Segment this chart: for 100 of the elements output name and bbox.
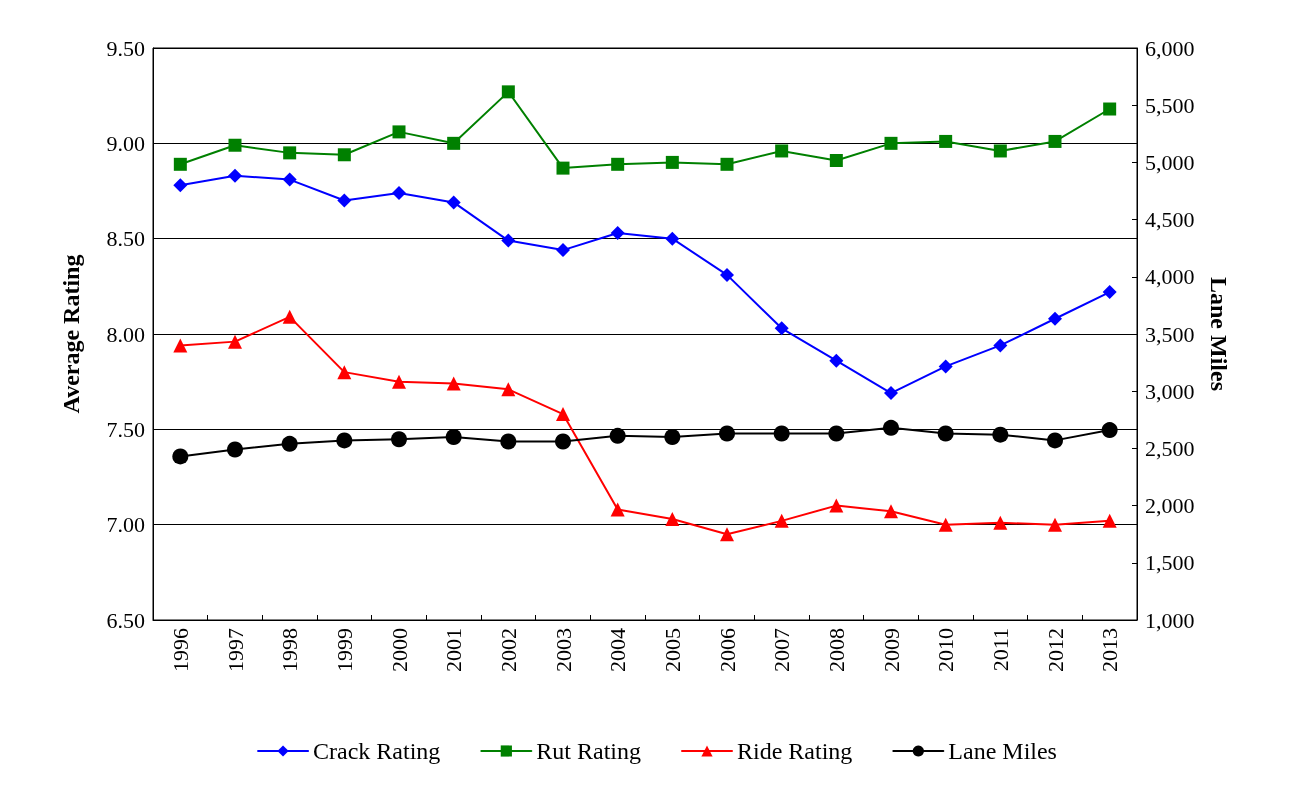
x-tick-label: 1999 — [331, 628, 357, 672]
point — [773, 425, 790, 442]
point — [1048, 517, 1062, 532]
x-tick-label: 2011 — [987, 628, 1013, 672]
point — [391, 431, 407, 448]
point — [1102, 285, 1117, 300]
y-tick-label: 8.00 — [106, 321, 145, 347]
point — [281, 435, 298, 452]
y-tick-label: 7.00 — [106, 512, 145, 538]
y2-tick-label: 5,000 — [1145, 149, 1195, 175]
point — [720, 527, 734, 542]
point — [392, 125, 406, 139]
point — [501, 233, 516, 248]
point — [829, 498, 844, 513]
point — [392, 185, 406, 200]
point — [1048, 134, 1062, 148]
point — [447, 136, 461, 150]
point — [828, 425, 845, 442]
point — [610, 502, 625, 517]
point — [501, 382, 516, 397]
x-tick-label: 2008 — [823, 628, 849, 672]
x-tick-label: 2013 — [1097, 628, 1123, 672]
point — [445, 428, 462, 445]
point — [883, 419, 899, 436]
point — [446, 195, 461, 210]
point — [993, 144, 1007, 158]
point — [336, 432, 353, 449]
x-tick-label: 2010 — [933, 628, 959, 672]
point — [228, 168, 242, 183]
point — [1102, 513, 1117, 528]
point — [392, 374, 406, 389]
point — [938, 517, 953, 532]
x-tick-label: 2004 — [605, 628, 631, 672]
point — [282, 309, 297, 324]
y2-tick-label: 6,000 — [1145, 35, 1195, 61]
y2-tick-label: 3,500 — [1145, 321, 1195, 347]
y-tick-label: 6.50 — [106, 607, 145, 633]
point — [172, 448, 189, 465]
y2-tick-label: 2,500 — [1145, 435, 1195, 461]
y2-tick-label: 3,000 — [1145, 378, 1195, 404]
point — [228, 334, 242, 349]
point — [719, 425, 735, 442]
x-tick-label: 1997 — [222, 628, 248, 672]
point — [228, 138, 242, 152]
point — [227, 441, 243, 458]
y2-tick-label: 1,500 — [1145, 550, 1195, 576]
point — [1047, 432, 1063, 449]
point — [774, 321, 789, 336]
point — [501, 85, 515, 99]
point — [283, 146, 297, 160]
y2-tick-label: 2,000 — [1145, 493, 1195, 519]
point — [884, 136, 898, 150]
y-axis-title: Average Rating — [58, 254, 84, 414]
point — [665, 511, 680, 526]
point — [993, 515, 1008, 530]
y2-tick-label: 5,500 — [1145, 92, 1195, 118]
y-tick-label: 9.50 — [106, 35, 145, 61]
point — [884, 386, 898, 401]
legend-label: Ride Rating — [737, 738, 853, 764]
point — [555, 433, 571, 450]
point — [992, 426, 1009, 443]
point — [937, 425, 954, 442]
point — [556, 407, 570, 422]
y-tick-label: 9.00 — [106, 130, 145, 156]
point — [611, 157, 625, 171]
point — [173, 338, 188, 353]
point — [337, 193, 352, 208]
point — [609, 427, 626, 444]
x-tick-label: 2006 — [714, 628, 740, 672]
x-tick-label: 2000 — [386, 628, 412, 672]
x-tick-label: 1998 — [277, 628, 303, 672]
point — [720, 267, 734, 282]
y-tick-label: 7.50 — [106, 416, 145, 442]
y2-axis-title: Lane Miles — [1206, 277, 1232, 391]
legend-label: Lane Miles — [948, 738, 1057, 764]
point — [774, 513, 789, 528]
point — [337, 365, 352, 380]
point — [556, 243, 570, 258]
x-tick-label: 1996 — [167, 628, 193, 672]
x-tick-label: 2007 — [769, 628, 795, 672]
x-tick-label: 2003 — [550, 628, 576, 672]
y2-tick-label: 4,000 — [1145, 264, 1195, 290]
point — [938, 359, 953, 374]
point — [665, 231, 680, 246]
point — [720, 157, 734, 171]
point — [556, 161, 570, 175]
x-tick-label: 2002 — [495, 628, 521, 672]
x-tick-label: 2009 — [878, 628, 904, 672]
point — [446, 376, 461, 391]
point — [829, 153, 843, 167]
point — [939, 134, 953, 148]
point — [775, 144, 789, 158]
point — [884, 504, 898, 519]
point — [829, 353, 844, 368]
y2-tick-label: 4,500 — [1145, 207, 1195, 233]
point — [993, 338, 1008, 353]
y2-tick-label: 1,000 — [1145, 607, 1195, 633]
legend-label: Rut Rating — [536, 738, 642, 764]
y-tick-label: 8.50 — [106, 226, 145, 252]
point — [664, 428, 681, 445]
